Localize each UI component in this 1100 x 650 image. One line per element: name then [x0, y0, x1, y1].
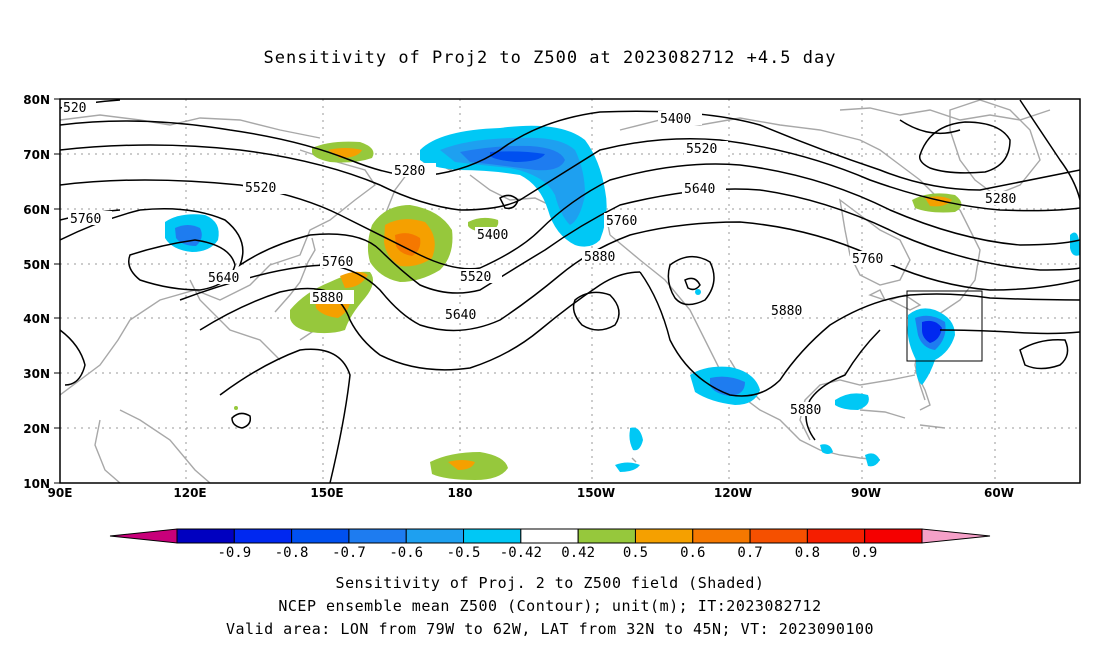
contour-label: 5400	[477, 228, 508, 243]
colorbar-tick-label: 0.8	[795, 545, 820, 561]
contour-label: 5880	[771, 304, 802, 319]
contour-label: 5280	[985, 192, 1016, 207]
colorbar-tick-label: -0.9	[217, 545, 251, 561]
colorbar-cell	[520, 528, 579, 544]
colorbar-cell	[233, 528, 293, 544]
contour-label: 5640	[208, 271, 239, 286]
contour-label: 5760	[852, 252, 883, 267]
colorbar-tick-label: -0.8	[275, 545, 309, 561]
plot-frame	[59, 98, 1081, 484]
colorbar-tick-label: 0.9	[852, 545, 877, 561]
contour-label: 5640	[445, 308, 476, 323]
lon-label: 180	[447, 486, 472, 500]
colorbar-cell	[806, 528, 866, 544]
latitude-axis: 80N 70N 60N 50N 40N 30N 20N 10N	[23, 93, 50, 491]
lat-label: 60N	[23, 203, 50, 217]
colorbar-tick-label: 0.42	[561, 545, 595, 561]
lon-label: 150E	[310, 486, 343, 500]
negative-region-east-us	[907, 308, 955, 385]
colorbar-cell	[291, 528, 350, 544]
lat-ticks	[54, 98, 60, 484]
contour-label: 5400	[660, 112, 691, 127]
colorbar-tick-label: -0.6	[389, 545, 423, 561]
lon-label: 60W	[984, 486, 1014, 500]
colorbar-tick-label: 0.6	[680, 545, 705, 561]
colorbar-tick-label: 0.5	[623, 545, 648, 561]
lat-label: 70N	[23, 148, 50, 162]
lon-label: 90E	[48, 486, 73, 500]
contour-label: 5880	[790, 403, 821, 418]
contour-labels: 520 5760 5520 5640 5760 5880 5280 5400 5…	[62, 100, 1027, 418]
contour-label: 520	[63, 101, 86, 116]
contour-label: 5520	[686, 142, 717, 157]
colorbar-cell	[634, 528, 694, 544]
lat-label: 30N	[23, 367, 50, 381]
colorbar-cell	[692, 528, 751, 544]
colorbar-cell	[864, 528, 923, 544]
colorbar-tick-label: -0.7	[332, 545, 366, 561]
lat-label: 50N	[23, 258, 50, 272]
lon-label: 120W	[714, 486, 752, 500]
colorbar-cell	[577, 528, 636, 544]
colorbar-right-arrow	[921, 528, 991, 544]
footer-line-1: Sensitivity of Proj. 2 to Z500 field (Sh…	[335, 574, 765, 592]
contour-label: 5880	[312, 291, 343, 306]
negative-region-arctic-pacific	[420, 125, 607, 247]
contour-label: 5520	[460, 270, 491, 285]
lat-label: 10N	[23, 477, 50, 491]
colorbar-cell	[176, 528, 235, 544]
colorbar-tick-label: -0.5	[447, 545, 481, 561]
colorbar: -0.9 -0.8 -0.7 -0.6 -0.5 -0.42 0.42 0.5 0.6 0.7 0.…	[109, 528, 991, 561]
colorbar-cell	[348, 528, 407, 544]
map-title: Sensitivity of Proj2 to Z500 at 20230827…	[263, 48, 837, 68]
positive-region-kamchatka	[367, 205, 453, 282]
lat-label: 20N	[23, 422, 50, 436]
colorbar-cell	[405, 528, 465, 544]
lat-label: 40N	[23, 312, 50, 326]
colorbar-tick-label: -0.42	[500, 545, 542, 561]
contour-label: 5760	[606, 214, 637, 229]
valid-area-box	[906, 290, 983, 362]
footer-line-3: Valid area: LON from 79W to 62W, LAT fro…	[225, 620, 875, 638]
negative-region-small	[615, 232, 1080, 472]
contour-label: 5760	[322, 255, 353, 270]
colorbar-left-arrow	[109, 528, 178, 544]
colorbar-cell	[749, 528, 808, 544]
lon-label: 150W	[577, 486, 615, 500]
colorbar-cell	[463, 528, 522, 544]
footer-line-2: NCEP ensemble mean Z500 (Contour); unit(…	[278, 597, 822, 615]
colorbar-tick-label: 0.7	[737, 545, 762, 561]
lon-label: 90W	[851, 486, 881, 500]
lon-label: 120E	[173, 486, 206, 500]
contour-label: 5520	[245, 181, 276, 196]
lat-label: 80N	[23, 93, 50, 107]
contour-label: 5760	[70, 212, 101, 227]
contour-label: 5280	[394, 164, 425, 179]
contour-label: 5640	[684, 182, 715, 197]
contour-label: 5880	[584, 250, 615, 265]
longitude-axis: 90E 120E 150E 180 150W 120W 90W 60W	[48, 486, 1014, 500]
